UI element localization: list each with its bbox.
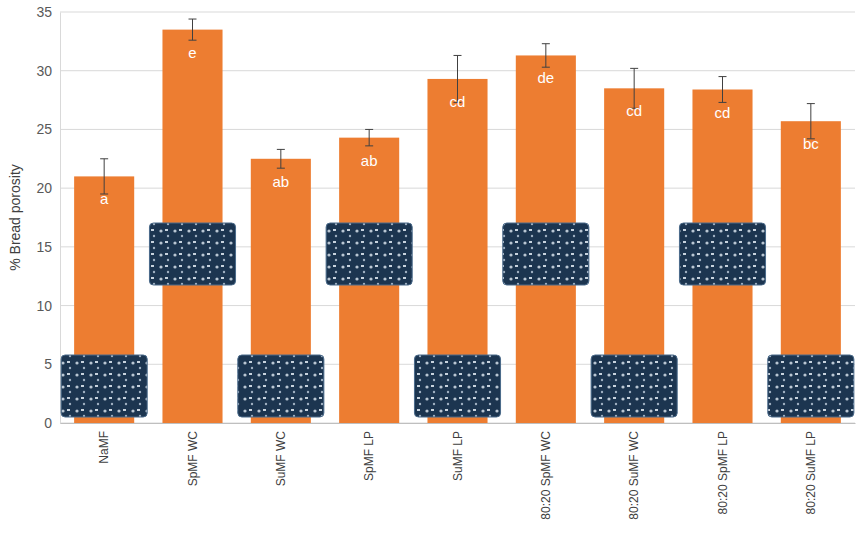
error-bar xyxy=(542,44,550,67)
porosity-image xyxy=(503,223,589,285)
y-tick: 15 xyxy=(36,239,60,255)
significance-letter: ab xyxy=(361,152,378,169)
porosity-image xyxy=(61,355,147,417)
porosity-image xyxy=(591,355,677,417)
x-tick: SuMF WC xyxy=(274,423,288,486)
error-bar xyxy=(365,129,373,145)
significance-letter: ab xyxy=(272,173,289,190)
x-tick-label: SuMF LP xyxy=(451,431,465,481)
error-bar xyxy=(719,77,727,103)
x-tick: 80:20 SpMF LP xyxy=(716,423,730,514)
x-tick-label: 80:20 SuMF WC xyxy=(627,431,641,520)
y-tick-label: 20 xyxy=(36,180,52,196)
grid xyxy=(60,12,855,423)
y-axis-title: % Bread porosity xyxy=(7,164,23,271)
x-tick-label: 80:20 SpMF WC xyxy=(539,431,553,520)
y-tick-label: 35 xyxy=(36,4,52,20)
y-tick: 25 xyxy=(36,121,60,137)
error-bar xyxy=(100,159,108,194)
x-tick-label: 80:20 SpMF LP xyxy=(716,431,730,514)
chart: 0 5 10 15 20 25 30 35 a e ab ab cd de cd cd bc NaMF SpMF W… xyxy=(0,0,863,537)
x-axis: NaMF SpMF WC SuMF WC SpMF LP SuMF LP 80:20 Sp… xyxy=(61,423,856,520)
y-tick-label: 15 xyxy=(36,239,52,255)
porosity-image xyxy=(238,355,324,417)
significance-letter: cd xyxy=(626,102,642,119)
y-tick-label: 0 xyxy=(44,415,52,431)
bars xyxy=(74,19,841,423)
porosity-image xyxy=(679,223,765,285)
error-bars xyxy=(100,19,815,194)
y-tick: 0 xyxy=(44,415,60,431)
y-tick: 5 xyxy=(44,356,60,372)
significance-letter: a xyxy=(100,190,109,207)
significance-letter: cd xyxy=(450,93,466,110)
x-tick-label: 80:20 SuMF LP xyxy=(804,431,818,514)
grid-line xyxy=(60,12,855,13)
x-tick-label: SpMF WC xyxy=(186,431,200,487)
x-tick: 80:20 SuMF WC xyxy=(627,423,641,520)
letters: a e ab ab cd de cd cd bc xyxy=(100,44,819,208)
x-axis-line xyxy=(61,423,856,424)
y-tick-label: 10 xyxy=(36,298,52,314)
x-tick: SpMF WC xyxy=(186,423,200,486)
y-tick: 30 xyxy=(36,63,60,79)
x-tick-label: NaMF xyxy=(97,431,111,464)
y-axis: 0 5 10 15 20 25 30 35 xyxy=(36,4,60,431)
significance-letter: bc xyxy=(803,135,819,152)
plot: 0 5 10 15 20 25 30 35 a e ab ab cd de cd cd bc NaMF SpMF W… xyxy=(7,4,856,520)
x-tick: SpMF LP xyxy=(362,423,376,481)
porosity-image xyxy=(414,355,500,417)
x-tick-label: SpMF LP xyxy=(362,431,376,481)
x-tick: 80:20 SuMF LP xyxy=(804,423,818,514)
x-tick: SuMF LP xyxy=(451,423,465,481)
y-tick: 35 xyxy=(36,4,60,20)
x-tick: NaMF xyxy=(97,423,111,464)
y-tick: 10 xyxy=(36,298,60,314)
x-tick-label: SuMF WC xyxy=(274,431,288,487)
porosity-image xyxy=(768,355,854,417)
error-bar xyxy=(807,104,815,139)
error-bar xyxy=(277,149,285,168)
porosity-image xyxy=(326,223,412,285)
y-tick-label: 5 xyxy=(44,356,52,372)
y-tick-label: 25 xyxy=(36,121,52,137)
significance-letter: cd xyxy=(715,104,731,121)
y-tick: 20 xyxy=(36,180,60,196)
error-bar xyxy=(189,19,197,40)
significance-letter: e xyxy=(188,44,196,61)
y-tick-label: 30 xyxy=(36,63,52,79)
porosity-image xyxy=(149,223,235,285)
x-tick: 80:20 SpMF WC xyxy=(539,423,553,520)
significance-letter: de xyxy=(537,69,554,86)
porosity-images xyxy=(61,223,854,417)
